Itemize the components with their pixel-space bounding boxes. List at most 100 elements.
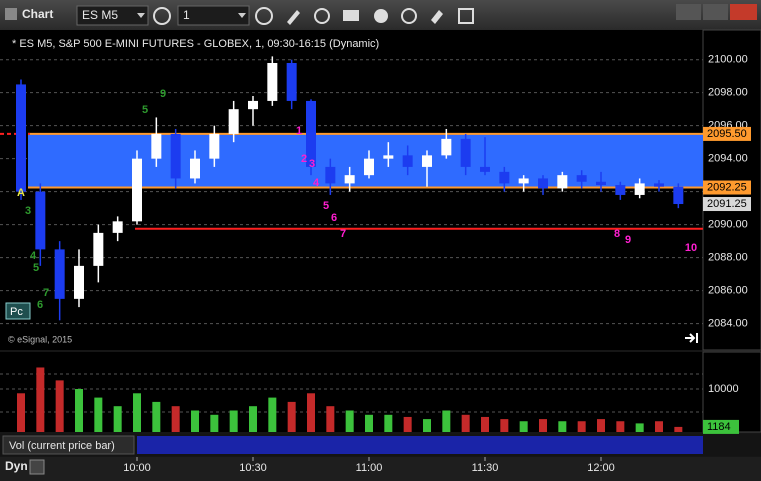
volume-tag <box>703 419 739 434</box>
candle-body <box>344 175 355 184</box>
x-tick-label: 11:30 <box>472 462 499 474</box>
y-tick-label: 2098.00 <box>708 87 748 99</box>
price-tag <box>703 126 751 141</box>
badge-box[interactable] <box>5 302 31 320</box>
volume-bar <box>171 406 180 432</box>
x-tick-label: 11:00 <box>356 462 383 474</box>
interval-text: 1 <box>183 8 190 22</box>
volume-bar <box>423 419 431 432</box>
study-marker: 6 <box>37 299 43 311</box>
symbol-text: ES M5 <box>82 8 118 22</box>
volume-bar <box>539 419 547 432</box>
x-tick-label: 10:00 <box>123 462 151 474</box>
volume-bar <box>326 406 335 432</box>
maximize-button[interactable] <box>703 4 728 20</box>
candle-body <box>460 138 471 167</box>
volume-bar <box>152 401 161 432</box>
axis-mode[interactable]: Dyn <box>5 459 28 473</box>
gear-icon[interactable] <box>401 8 417 24</box>
window-icon <box>5 8 17 20</box>
interval-dropdown[interactable] <box>238 13 246 18</box>
volume-bar <box>616 421 625 432</box>
time-axis <box>0 457 761 481</box>
candle-body <box>538 178 548 189</box>
study-marker: 3 <box>309 158 315 170</box>
volume-bar <box>191 410 199 432</box>
candle-body <box>209 133 220 159</box>
watermark: © eSignal, 2015 <box>8 334 72 344</box>
interval-input[interactable] <box>177 5 250 26</box>
window-title: Chart <box>22 7 53 21</box>
candle-body <box>170 133 181 179</box>
tool-icon[interactable] <box>343 10 359 21</box>
study-marker: 9 <box>160 88 166 100</box>
candle-body <box>615 185 626 195</box>
scroll-end-icon[interactable] <box>685 333 698 343</box>
volume-bar <box>558 421 567 432</box>
candle-body <box>190 158 200 179</box>
volume-bar <box>365 414 373 432</box>
y-tick-label: 2088.00 <box>708 252 748 264</box>
symbol-dropdown[interactable] <box>137 13 145 18</box>
x-tick-label: 12:00 <box>587 462 615 474</box>
volume-bar <box>481 416 489 432</box>
candle-body <box>402 155 413 167</box>
y-tick-label: 2090.00 <box>708 219 748 231</box>
candle-body <box>306 100 316 167</box>
volume-bar <box>674 426 683 432</box>
candle-body <box>35 191 46 250</box>
y-tick-label: 2084.00 <box>708 318 748 330</box>
volume-bar <box>577 421 586 432</box>
link-icon[interactable] <box>431 10 443 24</box>
candle-body <box>634 183 645 195</box>
study-marker: 5 <box>142 104 148 116</box>
lock-icon[interactable] <box>29 459 45 475</box>
study-marker: 4 <box>30 250 37 262</box>
volume-bar <box>345 410 354 432</box>
volume-bar <box>229 410 238 432</box>
price-tag <box>703 180 751 195</box>
candle-body <box>383 155 394 159</box>
settings-icon[interactable] <box>153 7 171 25</box>
refresh-icon[interactable] <box>314 8 330 24</box>
study-marker: 2 <box>301 153 307 165</box>
candle-body <box>54 249 65 299</box>
study-marker: 3 <box>25 205 31 217</box>
volume-bar <box>519 421 528 432</box>
draw-icon[interactable] <box>287 10 300 25</box>
volume-bar <box>55 380 64 432</box>
candle-body <box>74 265 84 299</box>
play-icon[interactable] <box>374 9 388 23</box>
volume-bar <box>461 414 470 432</box>
study-marker: 5 <box>323 200 329 212</box>
chart-title: * ES M5, S&P 500 E-MINI FUTURES - GLOBEX… <box>12 38 379 50</box>
study-marker: 6 <box>331 212 337 224</box>
price-tag-label: 2095.50 <box>707 128 747 140</box>
volume-bar <box>597 419 605 432</box>
clock-icon[interactable] <box>255 7 273 25</box>
volume-bar <box>249 406 257 432</box>
candle-body <box>151 133 162 159</box>
y-tick-label: 2086.00 <box>708 285 748 297</box>
volume-bar <box>268 397 277 432</box>
price-tag-label: 2091.25 <box>707 198 747 210</box>
volume-bar <box>655 421 663 432</box>
study-marker: 8 <box>614 228 620 240</box>
volume-bar <box>500 419 509 432</box>
badge: Pc <box>10 306 23 318</box>
layout-icon[interactable] <box>458 8 474 24</box>
candle-body <box>325 166 336 184</box>
candle-body <box>267 62 278 101</box>
candle-body <box>93 232 104 266</box>
study-marker: 7 <box>43 287 49 299</box>
minimize-button[interactable] <box>676 4 701 20</box>
volume-bar <box>75 388 83 432</box>
candle-body <box>228 109 239 134</box>
y-tick-label: 2100.00 <box>708 54 748 66</box>
symbol-input[interactable] <box>76 5 149 26</box>
candle-body <box>673 186 684 205</box>
price-tag <box>703 197 751 212</box>
study-marker: 1 <box>296 125 302 137</box>
close-button[interactable] <box>730 4 757 20</box>
